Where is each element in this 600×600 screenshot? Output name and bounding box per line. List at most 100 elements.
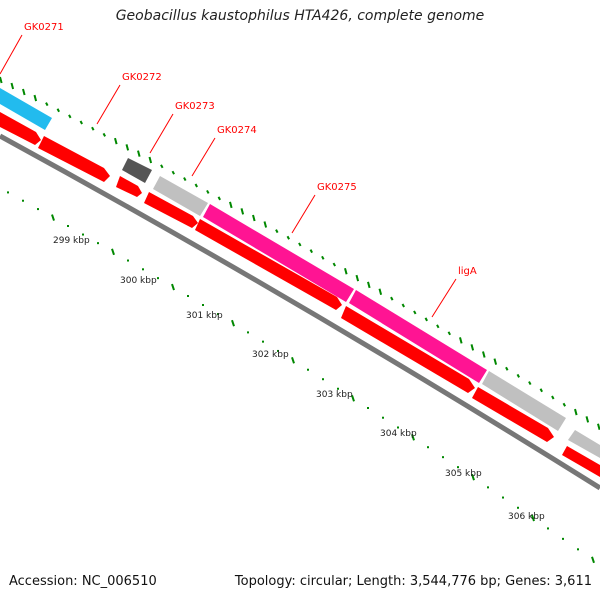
cds-arrow[interactable] (472, 387, 554, 442)
callout-line (431, 278, 457, 318)
gc-mark (470, 344, 475, 351)
gc-mark (183, 177, 187, 182)
gc-mark (367, 281, 371, 289)
ruler-dot (442, 456, 444, 459)
ruler-dot (67, 225, 69, 228)
callout-line (96, 84, 121, 125)
gc-mark (206, 189, 210, 194)
gc-mark (160, 164, 164, 169)
gene-bar-liga[interactable] (349, 290, 487, 383)
gc-mark (516, 373, 520, 378)
gc-mark (459, 337, 463, 344)
ruler-dot (187, 294, 189, 297)
gc-mark (56, 108, 60, 113)
gc-mark (390, 296, 394, 301)
gc-mark (539, 388, 543, 393)
map-title: Geobacillus kaustophilus HTA426, complet… (115, 8, 485, 24)
ruler-dot (82, 233, 84, 236)
cds-arrow[interactable] (341, 306, 475, 393)
gc-mark (275, 229, 279, 234)
gc-mark (22, 88, 26, 96)
ruler-tick (51, 214, 55, 221)
gc-mark (413, 310, 417, 315)
cds-arrow[interactable] (116, 176, 142, 197)
gc-mark (401, 303, 405, 308)
gene-callouts: GK0271 GK0272 GK0273 GK0274 GK0275 ligA (0, 22, 477, 318)
ruler-dot (577, 548, 579, 551)
genome-backbone (0, 133, 600, 491)
callout-line (149, 113, 174, 154)
callout-line (191, 137, 216, 177)
ruler-dot (337, 387, 339, 390)
gene-bar-gk0275[interactable] (203, 204, 354, 302)
cds-arrow[interactable] (38, 136, 110, 182)
accession-label: Accession: NC_006510 (9, 574, 157, 589)
gc-mark (562, 402, 566, 407)
gc-mark (171, 170, 175, 175)
ruler-dot (217, 313, 219, 316)
gc-mark (551, 395, 555, 400)
gc-mark (585, 416, 590, 423)
ruler-tick (111, 248, 115, 256)
gc-mark (344, 268, 348, 275)
gc-mark (68, 114, 72, 119)
gc-mark (148, 156, 153, 164)
ruler-dot (22, 199, 24, 202)
gene-label[interactable]: GK0274 (217, 125, 257, 136)
ruler-dot (562, 537, 564, 540)
gc-mark (286, 235, 290, 240)
ruler-dot (397, 426, 399, 429)
position-ruler: 299 kbp 300 kbp 301 kbp 302 kbp 303 kbp 304 k… (7, 191, 595, 564)
gc-mark (229, 201, 233, 209)
ruler-dot (277, 349, 279, 352)
ruler-label: 302 kbp (252, 350, 289, 360)
ruler-dot (502, 496, 504, 499)
ruler-dot (517, 506, 519, 509)
gene-label[interactable]: GK0272 (122, 72, 162, 83)
ruler-dot (247, 331, 249, 334)
ruler-tick (531, 514, 535, 522)
gc-mark (378, 288, 383, 295)
gene-label[interactable]: GK0271 (24, 22, 64, 33)
gene-label[interactable]: GK0275 (317, 182, 357, 193)
gc-mark (0, 76, 3, 84)
cds-arrow[interactable] (0, 112, 41, 145)
ruler-dot (367, 407, 369, 410)
ruler-label: 303 kbp (316, 390, 353, 400)
gc-mark (355, 274, 360, 282)
ruler-dot (262, 340, 264, 343)
ruler-dot (142, 268, 144, 271)
gc-mark (45, 102, 49, 107)
gc-skew-track (0, 76, 600, 430)
ruler-dot (157, 277, 159, 280)
ruler-tick (591, 556, 595, 564)
gene-bar-gk0274[interactable] (153, 176, 208, 216)
gene-bar-gk0273[interactable] (122, 158, 152, 183)
gene-label[interactable]: ligA (458, 266, 477, 277)
ruler-dot (457, 466, 459, 469)
ruler-label: 300 kbp (120, 276, 157, 286)
gc-mark (194, 183, 198, 188)
gc-mark (91, 126, 95, 131)
ruler-dot (547, 527, 549, 530)
gc-mark (597, 423, 600, 430)
gc-mark (505, 366, 509, 371)
ruler-tick (171, 283, 175, 291)
gc-mark (447, 331, 451, 336)
gc-mark (482, 351, 486, 358)
gc-mark (114, 137, 118, 145)
gene-label[interactable]: GK0273 (175, 101, 215, 112)
gc-mark (424, 317, 428, 322)
cds-arrow[interactable] (195, 219, 342, 310)
gc-mark (309, 249, 313, 254)
gene-bar-gk0271[interactable] (0, 88, 52, 130)
cds-arrow[interactable] (144, 192, 198, 228)
gene-bar-edge[interactable] (568, 430, 600, 458)
gene-bar-next[interactable] (482, 371, 566, 431)
cds-arrow[interactable] (562, 446, 600, 477)
gc-mark (137, 150, 141, 157)
ruler-dot (307, 368, 309, 371)
ruler-tick (351, 395, 355, 402)
ruler-dot (7, 191, 9, 194)
